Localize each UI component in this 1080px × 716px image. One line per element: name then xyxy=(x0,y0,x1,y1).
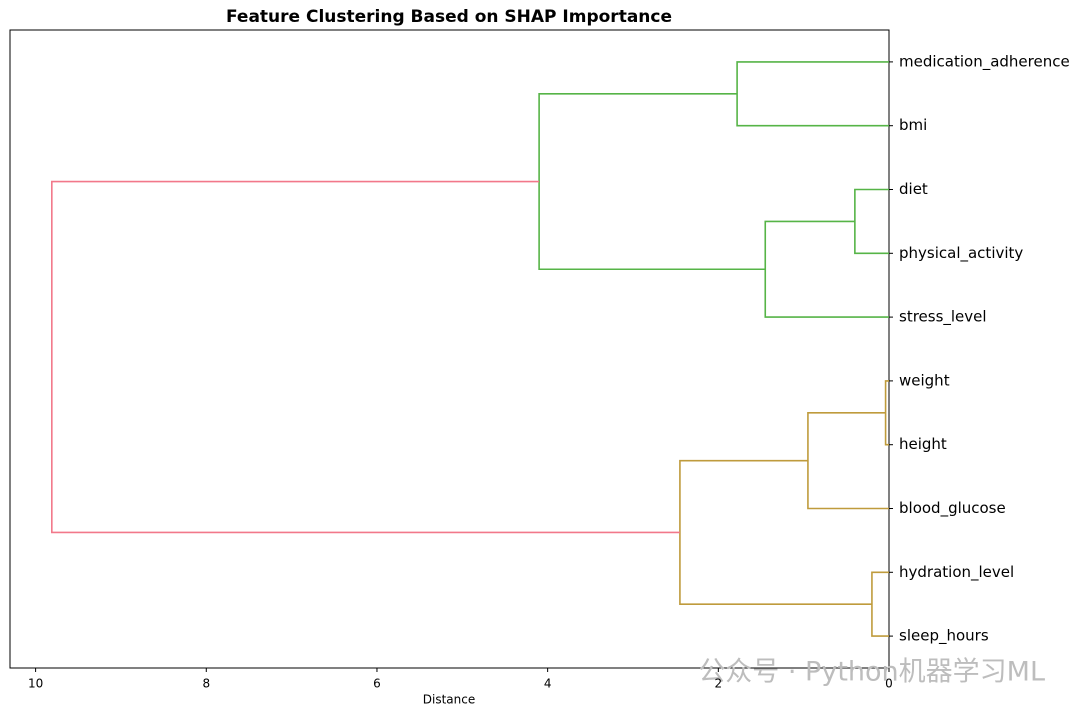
x-axis-label: Distance xyxy=(423,693,475,707)
leaf-label: blood_glucose xyxy=(899,499,1006,518)
watermark: 公众号 · Python机器学习ML xyxy=(698,657,1045,688)
x-tick-label: 10 xyxy=(28,677,43,691)
leaf-label: physical_activity xyxy=(899,244,1023,263)
dendrogram-link xyxy=(884,380,889,446)
leaf-label: stress_level xyxy=(899,308,987,327)
leaf-label: height xyxy=(899,435,947,453)
leaf-label: medication_adherence xyxy=(899,52,1070,71)
plot-frame xyxy=(9,29,890,669)
dendrogram-link xyxy=(807,412,889,510)
x-tick-label: 6 xyxy=(373,677,381,691)
dendrogram-link xyxy=(538,93,766,271)
x-tick-label: 8 xyxy=(202,677,210,691)
x-tick-label: 2 xyxy=(715,677,723,691)
x-tick-label: 0 xyxy=(885,677,893,691)
leaf-label: diet xyxy=(899,180,928,198)
leaf-label: hydration_level xyxy=(899,563,1014,582)
dendrogram-link xyxy=(854,188,889,255)
leaf-label: bmi xyxy=(899,116,927,134)
leaf-label: sleep_hours xyxy=(899,627,989,646)
dendrogram-link xyxy=(51,180,680,534)
leaf-label: weight xyxy=(899,371,950,389)
dendrogram-link xyxy=(764,220,889,318)
dendrogram-link xyxy=(871,571,889,637)
dendrogram-link xyxy=(679,459,872,605)
x-tick-label: 4 xyxy=(544,677,552,691)
dendrogram-link xyxy=(736,61,889,127)
chart-title: Feature Clustering Based on SHAP Importa… xyxy=(226,7,672,27)
